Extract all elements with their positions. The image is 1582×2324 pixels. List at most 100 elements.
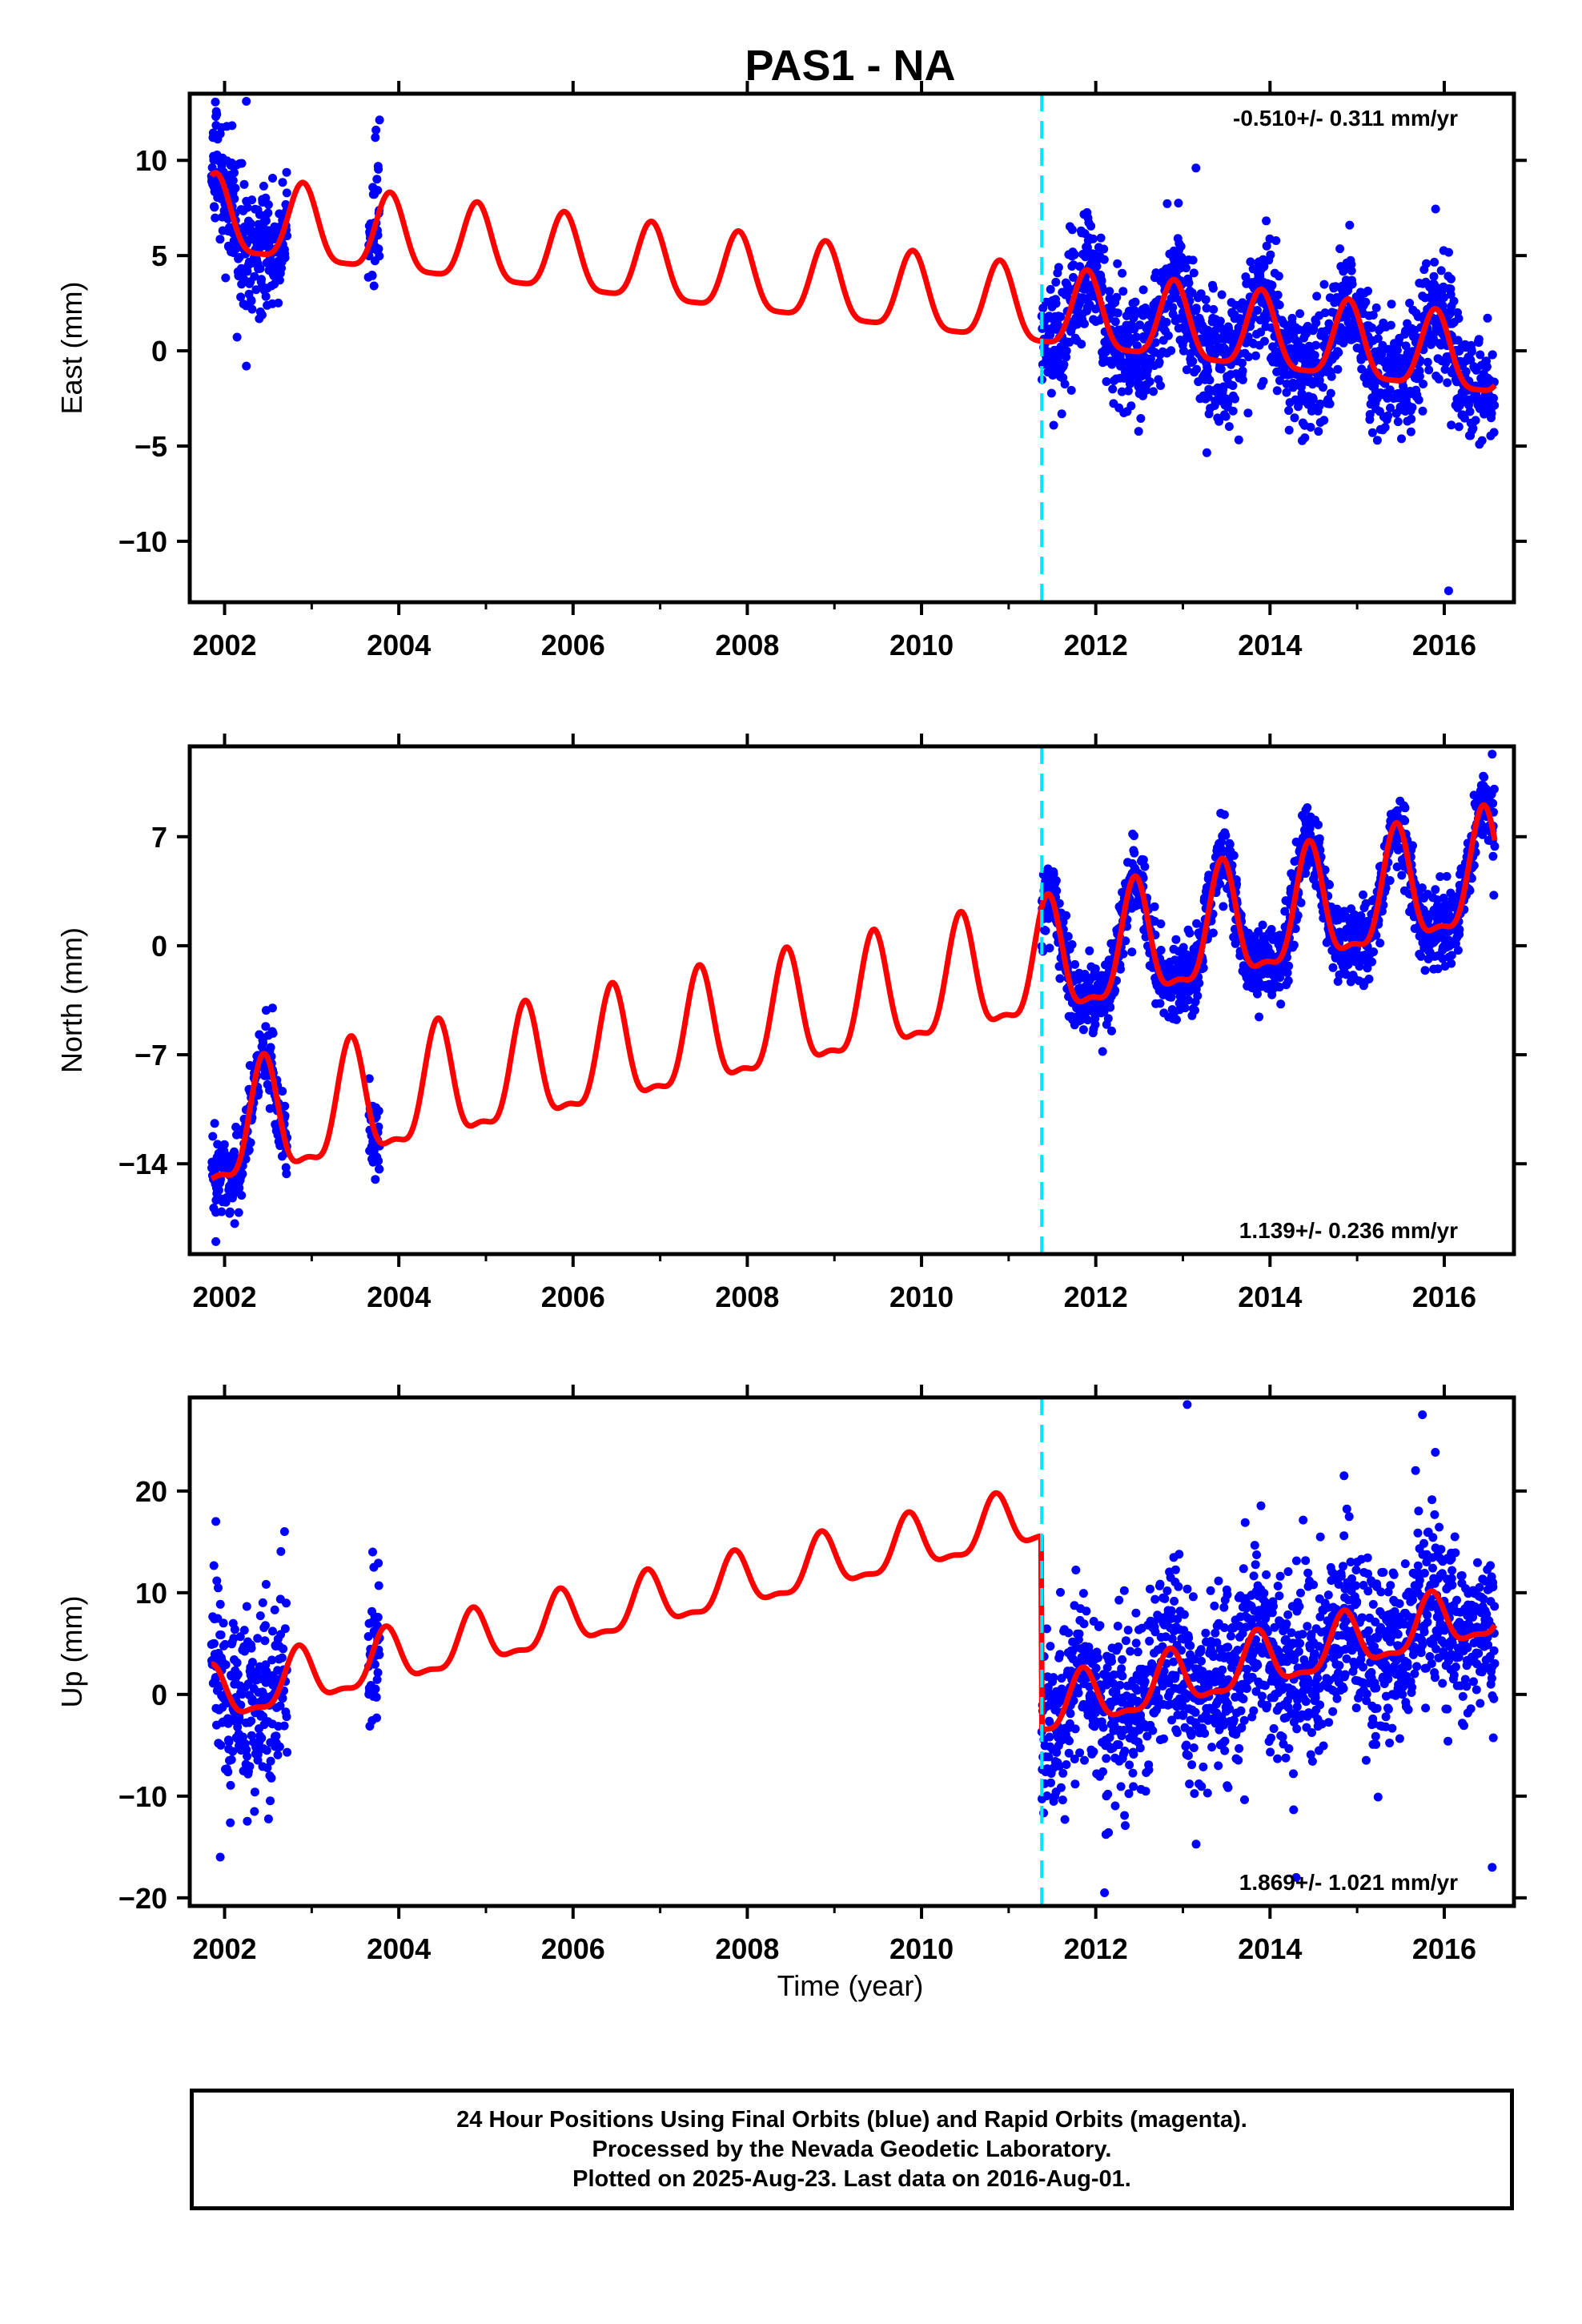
data-point bbox=[266, 1756, 275, 1766]
data-point bbox=[1216, 364, 1226, 374]
data-point bbox=[1272, 386, 1282, 396]
data-point bbox=[268, 1626, 277, 1636]
data-point bbox=[1228, 406, 1238, 416]
plot-frame bbox=[187, 744, 1516, 1256]
data-point bbox=[1070, 959, 1080, 969]
data-point bbox=[1110, 317, 1120, 327]
x-tick-label: 2014 bbox=[1238, 1281, 1302, 1313]
data-point bbox=[1191, 304, 1201, 313]
outlier-point bbox=[242, 97, 251, 106]
data-point bbox=[375, 1650, 384, 1659]
data-point bbox=[1238, 1629, 1247, 1638]
data-point bbox=[372, 1675, 382, 1684]
data-point bbox=[1447, 951, 1456, 960]
data-point bbox=[210, 203, 219, 212]
data-point bbox=[260, 1636, 270, 1646]
x-tick-label: 2016 bbox=[1412, 629, 1476, 661]
data-point bbox=[1102, 377, 1111, 386]
data-point bbox=[1283, 1567, 1293, 1576]
data-point bbox=[1099, 244, 1109, 254]
data-point bbox=[1124, 1789, 1134, 1799]
data-point bbox=[1490, 842, 1500, 851]
data-point bbox=[1203, 1682, 1213, 1691]
data-point bbox=[282, 1598, 291, 1608]
data-point bbox=[1306, 423, 1315, 432]
data-point bbox=[1086, 1690, 1095, 1699]
data-point bbox=[1367, 957, 1376, 967]
data-point bbox=[1113, 259, 1122, 268]
data-point bbox=[209, 1561, 219, 1570]
x-tick-label: 2004 bbox=[367, 629, 431, 661]
data-point bbox=[1314, 820, 1323, 830]
data-point bbox=[239, 1626, 249, 1635]
data-point bbox=[1114, 1740, 1123, 1750]
data-point bbox=[1117, 387, 1126, 396]
data-point bbox=[1367, 428, 1377, 437]
data-point bbox=[1159, 1667, 1169, 1676]
data-point bbox=[1267, 280, 1277, 290]
outlier-point bbox=[1443, 586, 1453, 596]
data-point bbox=[1056, 312, 1066, 322]
data-point bbox=[229, 1634, 239, 1643]
data-point bbox=[1055, 974, 1065, 983]
data-point bbox=[1108, 384, 1118, 394]
data-point bbox=[1069, 1696, 1078, 1706]
data-point bbox=[230, 1147, 239, 1156]
data-point bbox=[1315, 834, 1324, 843]
data-point bbox=[1179, 346, 1188, 356]
data-point bbox=[1052, 886, 1062, 895]
data-point bbox=[1319, 383, 1327, 392]
data-point bbox=[1447, 959, 1456, 968]
data-point bbox=[375, 1164, 384, 1174]
y-tick-label: 0 bbox=[151, 335, 167, 368]
data-point bbox=[1162, 199, 1172, 208]
data-point bbox=[1064, 1748, 1074, 1758]
data-point bbox=[1361, 297, 1371, 307]
data-point bbox=[1220, 1736, 1230, 1746]
data-point bbox=[254, 1087, 263, 1096]
outlier-point bbox=[211, 112, 221, 121]
data-point bbox=[1314, 427, 1323, 436]
data-point bbox=[1211, 1628, 1220, 1638]
data-point bbox=[1229, 850, 1239, 860]
data-point bbox=[228, 175, 238, 185]
data-point bbox=[1186, 1641, 1195, 1651]
data-point bbox=[259, 181, 268, 191]
data-point bbox=[1168, 303, 1178, 312]
data-point bbox=[1278, 1732, 1287, 1742]
data-point bbox=[1282, 1619, 1291, 1629]
data-point bbox=[1121, 936, 1130, 946]
data-point bbox=[1210, 1601, 1219, 1610]
data-point bbox=[221, 1660, 231, 1670]
data-point bbox=[1311, 340, 1320, 350]
data-point bbox=[1146, 354, 1155, 364]
data-point bbox=[1489, 393, 1498, 403]
data-point bbox=[1190, 1655, 1199, 1664]
data-point bbox=[1185, 928, 1195, 938]
data-point bbox=[1380, 423, 1390, 432]
data-point bbox=[1235, 1622, 1244, 1630]
data-point bbox=[1046, 1642, 1055, 1651]
data-point bbox=[1201, 1628, 1211, 1638]
data-point bbox=[247, 296, 256, 306]
data-point bbox=[1347, 259, 1356, 269]
data-point bbox=[1132, 1686, 1142, 1695]
data-point bbox=[1223, 1642, 1233, 1652]
data-point bbox=[1045, 1717, 1054, 1727]
data-point bbox=[1258, 920, 1267, 930]
data-point bbox=[283, 1747, 292, 1757]
data-point bbox=[1066, 385, 1076, 395]
data-point bbox=[1368, 311, 1378, 320]
data-point bbox=[257, 1733, 267, 1743]
data-point bbox=[1217, 290, 1227, 300]
data-point bbox=[1146, 1584, 1154, 1594]
data-point bbox=[1098, 1767, 1107, 1776]
data-point bbox=[1310, 351, 1319, 360]
data-point bbox=[1488, 851, 1498, 861]
data-point bbox=[1188, 255, 1198, 265]
data-point bbox=[1129, 1782, 1138, 1791]
data-point bbox=[1138, 285, 1148, 295]
data-point bbox=[1465, 886, 1475, 895]
data-point bbox=[239, 179, 249, 189]
data-point bbox=[1364, 975, 1374, 983]
